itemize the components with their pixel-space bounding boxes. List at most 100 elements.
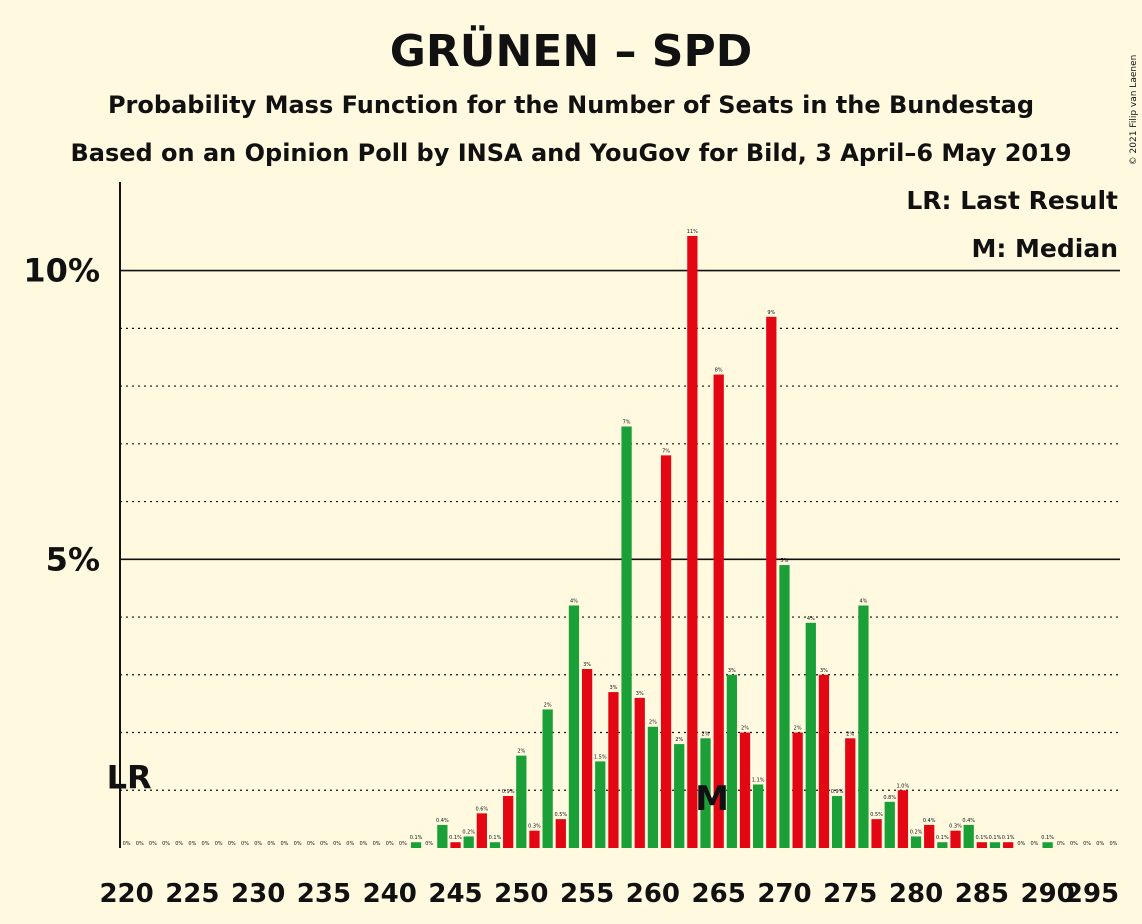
bar-280 <box>910 836 922 848</box>
value-label-265: 8% <box>715 368 723 374</box>
value-label-221: 0% <box>136 841 144 847</box>
bar-264 <box>700 738 711 848</box>
value-label-239: 0% <box>373 841 381 847</box>
x-tick-265: 265 <box>692 879 746 909</box>
value-label-226: 0% <box>202 841 210 847</box>
value-label-280: 0.2% <box>910 829 923 835</box>
value-label-229: 0% <box>241 841 249 847</box>
gridlines <box>120 269 1120 791</box>
bar-284 <box>963 824 974 848</box>
bar-260 <box>647 726 659 848</box>
chart-title: GRÜNEN – SPD <box>390 24 753 77</box>
value-label-247: 0.6% <box>475 806 488 812</box>
y-tick-labels: 5% 10% <box>23 252 100 579</box>
value-label-242: 0.1% <box>410 835 423 841</box>
value-label-237: 0% <box>346 841 354 847</box>
bar-272 <box>805 622 816 848</box>
bar-282 <box>937 842 948 848</box>
bar-267 <box>739 732 751 848</box>
value-label-227: 0% <box>215 841 223 847</box>
value-label-232: 0% <box>281 841 289 847</box>
bar-281 <box>924 824 935 848</box>
value-label-231: 0% <box>267 841 275 847</box>
bar-276 <box>858 605 869 848</box>
bar-285 <box>976 842 987 848</box>
value-label-275: 2% <box>846 731 854 737</box>
value-label-246: 0.2% <box>462 829 475 835</box>
value-label-287: 0.1% <box>1002 835 1015 841</box>
bar-251 <box>529 830 540 848</box>
y-tick-10: 10% <box>23 252 100 290</box>
value-label-271: 2% <box>794 726 802 732</box>
value-label-277: 0.5% <box>870 812 883 818</box>
x-tick-235: 235 <box>297 879 351 909</box>
value-label-266: 3% <box>728 668 736 674</box>
value-label-274: 0.9% <box>831 789 844 795</box>
value-label-234: 0% <box>307 841 315 847</box>
bar-271 <box>792 732 803 848</box>
value-label-279: 1.0% <box>897 783 910 789</box>
value-label-248: 0.1% <box>489 835 502 841</box>
bar-269 <box>766 316 777 848</box>
bar-259 <box>634 697 645 848</box>
bar-256 <box>595 761 606 848</box>
value-label-270: 5% <box>781 558 789 564</box>
value-label-257: 3% <box>609 685 617 691</box>
bar-257 <box>608 692 619 848</box>
value-label-263: 11% <box>687 229 698 235</box>
value-label-264: 2% <box>702 731 710 737</box>
value-label-293: 0% <box>1083 841 1091 847</box>
bar-262 <box>674 744 685 848</box>
value-label-278: 0.8% <box>883 795 896 801</box>
bar-252 <box>542 709 553 848</box>
bar-283 <box>950 830 961 848</box>
value-label-250: 2% <box>517 749 525 755</box>
x-tick-230: 230 <box>231 879 285 909</box>
bar-247 <box>476 813 487 848</box>
bar-279 <box>897 790 909 848</box>
value-label-236: 0% <box>333 841 341 847</box>
x-tick-270: 270 <box>757 879 811 909</box>
bar-253 <box>555 819 566 848</box>
x-tick-275: 275 <box>823 879 877 909</box>
bar-268 <box>753 784 764 848</box>
value-label-224: 0% <box>175 841 183 847</box>
value-label-223: 0% <box>162 841 170 847</box>
value-label-235: 0% <box>320 841 328 847</box>
value-label-252: 2% <box>544 702 552 708</box>
value-label-269: 9% <box>767 310 775 316</box>
bar-261 <box>660 455 672 848</box>
x-tick-280: 280 <box>889 879 943 909</box>
bar-249 <box>503 796 514 848</box>
value-label-225: 0% <box>188 841 196 847</box>
x-tick-255: 255 <box>560 879 614 909</box>
x-tick-labels: 220 225 230 235 240 245 250 255 260 265 270 275 280 2… <box>99 879 1119 909</box>
value-label-261: 7% <box>662 448 670 454</box>
x-tick-260: 260 <box>626 879 680 909</box>
value-label-240: 0% <box>386 841 394 847</box>
value-label-292: 0% <box>1070 841 1078 847</box>
median-marker: M <box>695 779 729 819</box>
value-label-268: 1.1% <box>752 777 765 783</box>
value-label-233: 0% <box>294 841 302 847</box>
value-label-243: 0% <box>425 841 433 847</box>
value-label-291: 0% <box>1057 841 1065 847</box>
value-label-228: 0% <box>228 841 236 847</box>
bar-270 <box>779 565 790 848</box>
legend-last-result: LR: Last Result <box>906 186 1118 215</box>
bar-246 <box>463 836 474 848</box>
copyright-note: © 2021 Filip van Laenen <box>1129 55 1139 166</box>
x-tick-245: 245 <box>428 879 482 909</box>
bar-273 <box>818 674 830 848</box>
chart-subtitle-2: Based on an Opinion Poll by INSA and You… <box>70 139 1071 167</box>
value-label-285: 0.1% <box>975 835 988 841</box>
bar-287 <box>1003 842 1014 848</box>
value-label-284: 0.4% <box>962 818 975 824</box>
value-label-267: 2% <box>741 726 749 732</box>
value-label-276: 4% <box>859 598 867 604</box>
value-label-282: 0.1% <box>936 835 949 841</box>
value-label-283: 0.3% <box>949 824 962 830</box>
legend-median: M: Median <box>971 234 1118 263</box>
value-label-289: 0% <box>1031 841 1039 847</box>
value-label-288: 0% <box>1017 841 1025 847</box>
